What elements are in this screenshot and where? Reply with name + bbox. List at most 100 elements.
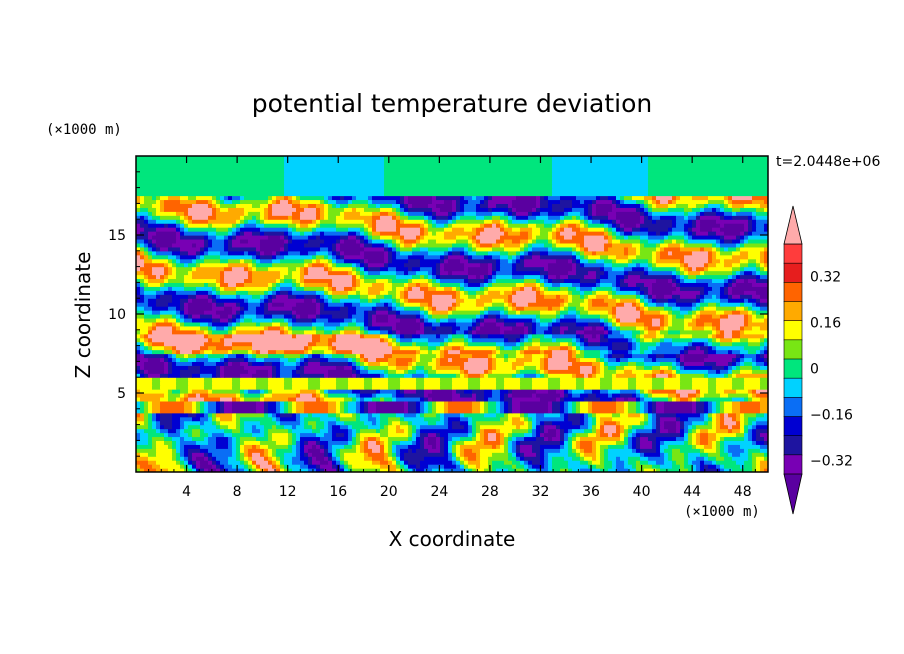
contour-cell — [516, 290, 537, 295]
contour-cell — [632, 464, 637, 469]
contour-cell — [260, 238, 285, 244]
contour-cell — [748, 317, 753, 323]
contour-cell — [632, 436, 637, 441]
contour-cell — [576, 385, 585, 390]
contour-cell — [388, 456, 393, 461]
contour-cell — [512, 294, 537, 299]
contour-cell — [180, 420, 185, 426]
contour-cell — [752, 432, 757, 438]
contour-cell — [404, 306, 421, 311]
contour-cell — [232, 238, 241, 244]
contour-cell — [564, 227, 573, 232]
contour-cell — [292, 444, 297, 449]
contour-cell — [180, 306, 185, 311]
contour-cell — [356, 310, 365, 315]
contour-cell — [664, 404, 693, 410]
contour-cell — [656, 298, 669, 303]
contour-cell — [580, 211, 585, 216]
contour-cell — [400, 452, 405, 457]
contour-cell — [232, 428, 241, 434]
contour-cell — [276, 424, 285, 430]
contour-cell — [532, 381, 549, 386]
contour-cell — [680, 294, 697, 299]
contour-cell — [660, 424, 665, 430]
contour-cell — [712, 254, 717, 260]
contour-cell — [196, 250, 201, 256]
contour-cell — [616, 282, 621, 287]
contour-cell — [260, 254, 273, 260]
contour-cell — [540, 369, 545, 374]
contour-cell — [460, 365, 465, 370]
contour-cell — [436, 262, 441, 268]
contour-cell — [400, 381, 417, 386]
contour-cell — [608, 393, 613, 398]
contour-cell — [536, 207, 541, 212]
contour-cell — [280, 282, 293, 287]
contour-cell — [568, 444, 573, 449]
contour-cell — [684, 211, 689, 216]
contour-cell — [532, 231, 541, 236]
contour-cell — [260, 294, 265, 299]
contour-cell — [468, 420, 473, 426]
contour-cell — [320, 381, 337, 386]
contour-cell — [404, 242, 413, 248]
contour-cell — [244, 460, 249, 465]
contour-cell — [200, 432, 209, 438]
contour-cell — [276, 250, 281, 256]
contour-cell — [588, 207, 593, 212]
contour-cell — [680, 306, 693, 311]
contour-cell — [332, 436, 349, 441]
contour-cell — [136, 250, 141, 256]
contour-cell — [240, 238, 249, 244]
contour-cell — [524, 361, 541, 366]
contour-cell — [692, 436, 697, 441]
contour-cell — [652, 440, 657, 445]
contour-cell — [680, 393, 689, 398]
contour-cell — [148, 404, 153, 410]
contour-cell — [288, 444, 293, 449]
contour-cell — [332, 333, 337, 339]
contour-cell — [292, 329, 305, 335]
contour-cell — [180, 389, 189, 394]
contour-cell — [716, 428, 729, 434]
contour-cell — [204, 436, 209, 441]
contour-cell — [580, 290, 585, 295]
time-label: t=2.0448e+06 — [776, 154, 880, 170]
contour-cell — [396, 298, 401, 303]
contour-cell — [704, 361, 717, 366]
contour-cell — [556, 227, 561, 232]
contour-cell — [456, 238, 469, 244]
contour-cell — [424, 219, 429, 224]
contour-cell — [148, 345, 153, 351]
contour-cell — [600, 353, 605, 359]
contour-cell — [304, 282, 329, 287]
contour-cell — [752, 456, 757, 461]
contour-cell — [388, 373, 405, 378]
contour-cell — [756, 460, 761, 465]
contour-cell — [228, 250, 245, 256]
contour-cell — [380, 444, 385, 449]
contour-cell — [668, 321, 673, 327]
contour-cell — [248, 389, 261, 394]
contour-cell — [740, 329, 745, 335]
contour-cell — [564, 278, 581, 283]
contour-cell — [608, 302, 617, 307]
contour-cell — [744, 420, 749, 426]
contour-cell — [528, 219, 545, 224]
contour-cell — [364, 262, 369, 268]
contour-cell — [144, 341, 149, 347]
contour-cell — [332, 353, 345, 359]
contour-cell — [716, 361, 729, 366]
contour-cell — [756, 349, 761, 355]
contour-cell — [708, 464, 717, 469]
contour-cell — [316, 207, 321, 212]
contour-cell — [136, 337, 141, 343]
contour-cell — [680, 369, 709, 374]
contour-cell — [416, 270, 429, 276]
contour-cell — [464, 424, 469, 430]
contour-cell — [660, 341, 673, 347]
contour-cell — [344, 404, 349, 410]
contour-cell — [700, 290, 705, 295]
contour-cell — [228, 242, 233, 248]
contour-cell — [716, 246, 721, 252]
